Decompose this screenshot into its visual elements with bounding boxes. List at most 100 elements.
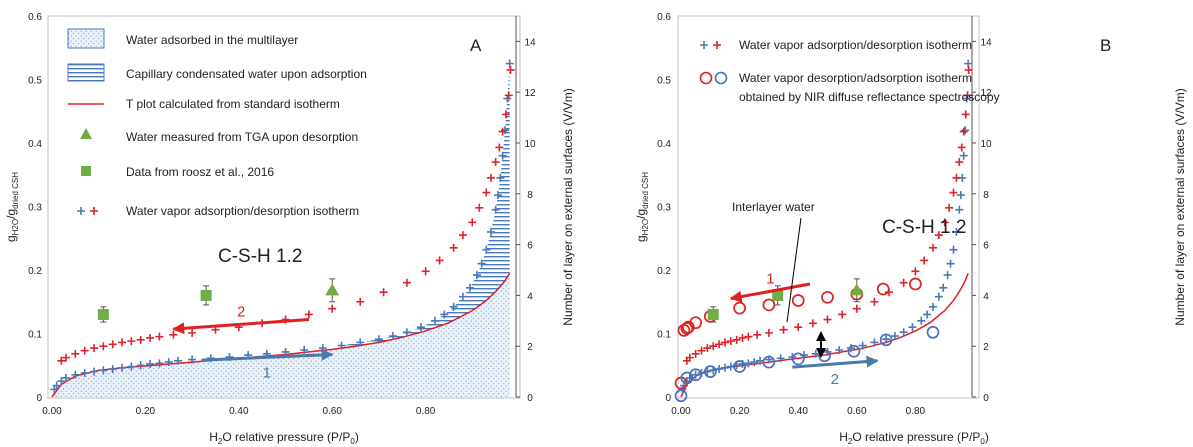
legend-b: Water vapor adsorption/desorption isothe… xyxy=(699,38,1000,104)
legend-triangle-marker xyxy=(80,128,92,139)
desorption-point xyxy=(486,173,495,182)
adsorption-point xyxy=(356,338,365,347)
y2-tick-label: 14 xyxy=(524,37,536,48)
desorption-point xyxy=(709,342,718,351)
desorption-point xyxy=(62,353,71,362)
desorption-point xyxy=(899,278,908,287)
desorption-point xyxy=(703,344,712,353)
plot-area-a xyxy=(47,15,521,399)
desorption-point xyxy=(744,332,753,341)
desorption-point xyxy=(764,328,773,337)
adsorption-point xyxy=(959,151,968,160)
adsorption-point xyxy=(300,346,309,355)
x-tick-label: 0.80 xyxy=(906,406,926,417)
nir-desorption-point xyxy=(876,282,890,296)
desorption-point xyxy=(504,91,513,100)
adsorption-point xyxy=(720,363,729,372)
legend-dotted-swatch xyxy=(67,28,105,49)
desorption-point xyxy=(940,218,949,227)
tga-point xyxy=(849,283,864,296)
adsorption-point xyxy=(899,328,908,337)
adsorption-point xyxy=(715,365,724,374)
legend-a-item-3: Water measured from TGA upon desorption xyxy=(126,130,358,144)
desorption-point xyxy=(449,243,458,252)
adsorption-point xyxy=(430,316,439,325)
desorption-point xyxy=(155,332,164,341)
y2-tick-label: 6 xyxy=(983,241,989,252)
desorption-point xyxy=(732,335,741,344)
arrow-number-label: 1 xyxy=(766,270,774,287)
desorption-point xyxy=(720,338,729,347)
direction-arrow xyxy=(729,282,811,303)
desorption-point xyxy=(911,267,920,276)
y-tick-label: 0.3 xyxy=(657,203,671,214)
x-axis-label-b: H2O relative pressure (P/P0) xyxy=(839,430,989,446)
desorption-point xyxy=(823,315,832,324)
desorption-point xyxy=(949,188,958,197)
nir-desorption-point xyxy=(689,316,703,330)
adsorption-point xyxy=(99,366,108,375)
adsorption-point xyxy=(188,355,197,364)
desorption-point xyxy=(136,335,145,344)
adsorption-point xyxy=(908,323,917,332)
y-tick-label: 0.5 xyxy=(28,76,42,87)
roosz-point xyxy=(200,289,212,301)
marks-b: 12 xyxy=(674,59,973,403)
desorption-point xyxy=(90,344,99,353)
y-tick-label: 0.6 xyxy=(28,12,42,23)
chart-b-title: C-S-H 1.2 xyxy=(882,217,966,238)
legend-a-item-5: Water vapor adsorption/desorption isothe… xyxy=(126,204,359,218)
desorption-point xyxy=(738,333,747,342)
desorption-point xyxy=(920,256,929,265)
y2-tick-label: 12 xyxy=(524,88,536,99)
desorption-point xyxy=(964,65,973,74)
adsorption-point xyxy=(465,283,474,292)
adsorption-point xyxy=(890,332,899,341)
roosz-point xyxy=(707,308,719,320)
desorption-point xyxy=(379,288,388,297)
x-tick-label: 0.20 xyxy=(730,406,750,417)
y2-tick-label: 2 xyxy=(527,342,533,353)
desorption-point xyxy=(715,340,724,349)
desorption-point xyxy=(957,143,966,152)
adsorption-point xyxy=(949,245,958,254)
y2-tick-label: 12 xyxy=(980,88,992,99)
adsorption-point xyxy=(678,385,687,394)
adsorption-point xyxy=(458,292,467,301)
adsorption-point xyxy=(52,381,61,390)
adsorption-point xyxy=(496,173,505,182)
desorption-point xyxy=(808,319,817,328)
nir-desorption-point xyxy=(680,322,694,335)
y-tick-label: 0.2 xyxy=(28,266,42,277)
y-tick-label: 0.1 xyxy=(657,330,671,341)
panel-a: 0.00 0.20 0.40 0.60 0.8000.10.20.30.40.50.60… xyxy=(4,12,575,446)
adsorption-point xyxy=(956,191,965,200)
panel-a-letter: A xyxy=(470,36,482,55)
desorption-point xyxy=(952,173,961,182)
desorption-point xyxy=(963,91,972,100)
adsorption-point xyxy=(776,354,785,363)
desorption-point xyxy=(955,158,964,167)
adsorption-point xyxy=(164,358,173,367)
x-axis-label-a: H2O relative pressure (P/P0) xyxy=(209,430,359,446)
adsorption-point xyxy=(744,359,753,368)
axes-a: 0.00 0.20 0.40 0.60 0.8000.10.20.30.40.50.60… xyxy=(28,12,536,417)
y2-axis-label-a: Number of layer on external surfaces (V/… xyxy=(561,88,575,325)
y-tick-label: 0.1 xyxy=(28,330,42,341)
desorption-point xyxy=(934,231,943,240)
arrow-number-label: 1 xyxy=(263,364,271,381)
adsorption-point xyxy=(402,328,411,337)
nir-desorption-point xyxy=(821,290,834,304)
x-tick-label: 0.60 xyxy=(847,406,867,417)
arrow-number-label: 2 xyxy=(237,303,245,320)
desorption-point xyxy=(482,188,491,197)
adsorption-point xyxy=(90,367,99,376)
adsorption-point xyxy=(482,245,491,254)
adsorption-point xyxy=(923,310,932,319)
nir-adsorption-point xyxy=(762,355,776,369)
desorption-point xyxy=(475,203,484,212)
nir-desorption-point xyxy=(762,298,776,312)
legend-a-item-1: Capillary condensated water upon adsorpt… xyxy=(126,67,367,81)
adsorption-point xyxy=(870,338,879,347)
